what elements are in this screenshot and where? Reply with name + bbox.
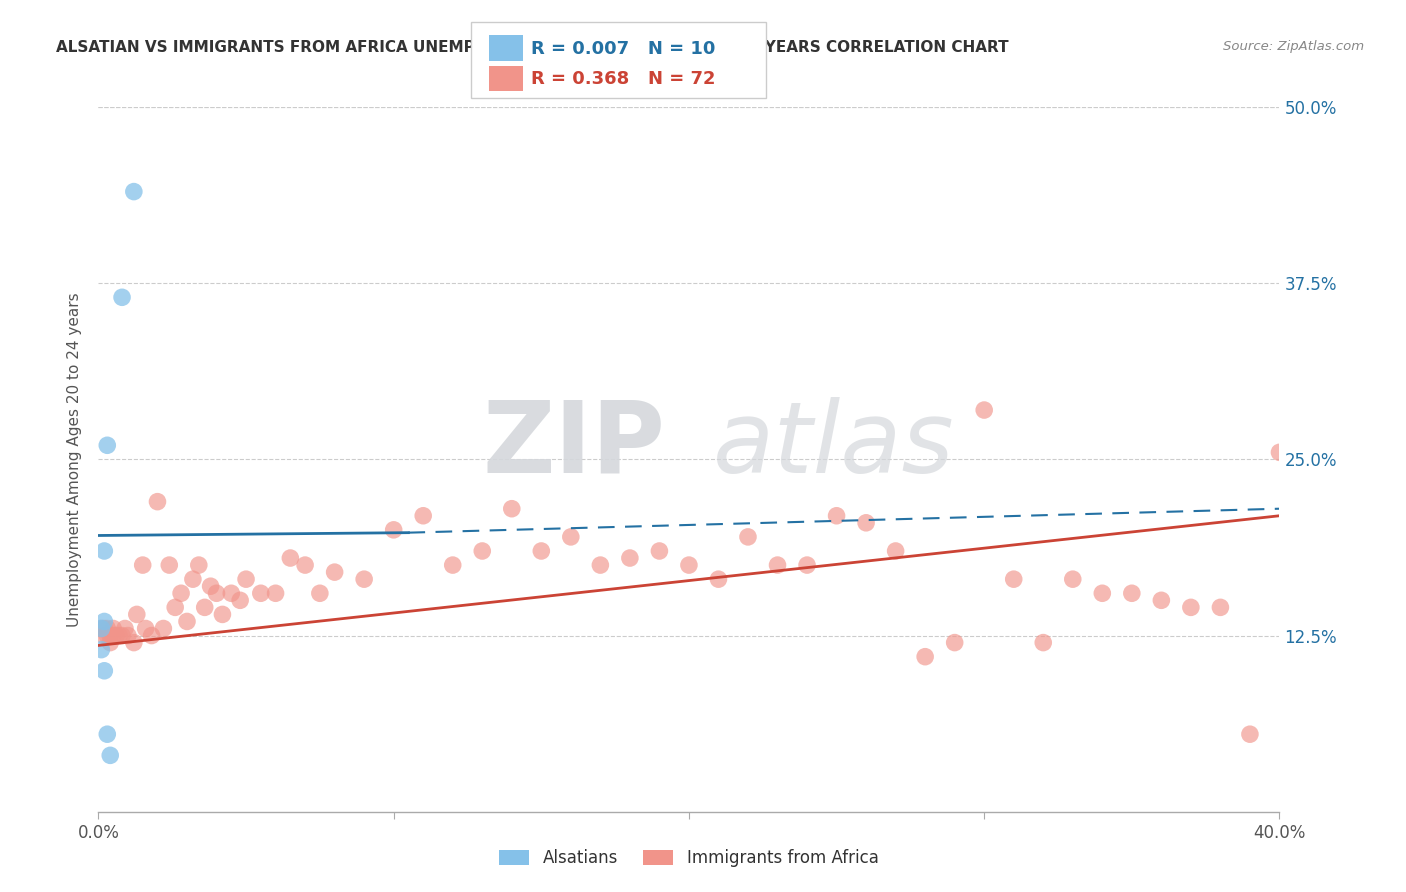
Point: [737, 530, 759, 544]
Point: [96, 727, 118, 741]
Point: [1062, 572, 1084, 586]
Point: [105, 628, 128, 642]
Point: [766, 558, 789, 573]
Text: ZIP: ZIP: [482, 397, 665, 494]
Point: [1091, 586, 1114, 600]
Point: [855, 516, 877, 530]
Point: [135, 622, 157, 636]
Point: [125, 607, 148, 622]
Point: [146, 494, 169, 508]
Point: [165, 600, 187, 615]
Point: [294, 558, 316, 573]
Point: [501, 501, 523, 516]
Point: [309, 586, 332, 600]
Text: ALSATIAN VS IMMIGRANTS FROM AFRICA UNEMPLOYMENT AMONG AGES 20 TO 24 YEARS CORREL: ALSATIAN VS IMMIGRANTS FROM AFRICA UNEMP…: [56, 40, 1010, 55]
Point: [205, 586, 228, 600]
Point: [103, 622, 125, 636]
Point: [471, 544, 494, 558]
Point: [98, 748, 121, 763]
Point: [90, 622, 112, 636]
Point: [93, 628, 115, 642]
Point: [90, 642, 112, 657]
Point: [117, 628, 139, 642]
Text: atlas: atlas: [713, 397, 955, 494]
Point: [619, 551, 641, 566]
Point: [530, 544, 553, 558]
Point: [1268, 445, 1291, 459]
Point: [141, 628, 163, 642]
Point: [648, 544, 671, 558]
Point: [382, 523, 405, 537]
Point: [943, 635, 966, 649]
Y-axis label: Unemployment Among Ages 20 to 24 years: Unemployment Among Ages 20 to 24 years: [67, 292, 83, 627]
Point: [103, 628, 125, 642]
Point: [678, 558, 700, 573]
Point: [914, 649, 936, 664]
Point: [323, 565, 346, 579]
Point: [122, 185, 145, 199]
Point: [1180, 600, 1202, 615]
Point: [98, 628, 121, 642]
Point: [235, 572, 257, 586]
Point: [353, 572, 375, 586]
Point: [211, 607, 233, 622]
Point: [1150, 593, 1173, 607]
Point: [707, 572, 730, 586]
Point: [93, 544, 115, 558]
Point: [122, 635, 145, 649]
Point: [157, 558, 180, 573]
Point: [98, 635, 121, 649]
Point: [90, 622, 112, 636]
Point: [152, 622, 174, 636]
Point: [221, 586, 243, 600]
Point: [93, 622, 115, 636]
Point: [93, 615, 115, 629]
Point: [200, 579, 222, 593]
Point: [114, 622, 136, 636]
Point: [264, 586, 287, 600]
Point: [96, 438, 118, 452]
Point: [96, 622, 118, 636]
Point: [170, 586, 193, 600]
Point: [1121, 586, 1143, 600]
Point: [412, 508, 434, 523]
Point: [96, 628, 118, 642]
Point: [1209, 600, 1232, 615]
Point: [441, 558, 464, 573]
Point: [108, 628, 131, 642]
Point: [181, 572, 204, 586]
Point: [187, 558, 209, 573]
Legend: Alsatians, Immigrants from Africa: Alsatians, Immigrants from Africa: [494, 843, 884, 874]
Text: R = 0.368   N = 72: R = 0.368 N = 72: [531, 70, 716, 88]
Point: [132, 558, 155, 573]
Point: [1239, 727, 1261, 741]
Point: [1002, 572, 1025, 586]
Point: [589, 558, 612, 573]
Point: [176, 615, 198, 629]
Text: R = 0.007   N = 10: R = 0.007 N = 10: [531, 40, 716, 58]
Text: Source: ZipAtlas.com: Source: ZipAtlas.com: [1223, 40, 1364, 54]
Point: [194, 600, 217, 615]
Point: [973, 403, 995, 417]
Point: [250, 586, 273, 600]
Point: [93, 664, 115, 678]
Point: [884, 544, 907, 558]
Point: [825, 508, 848, 523]
Point: [111, 628, 134, 642]
Point: [560, 530, 582, 544]
Point: [229, 593, 252, 607]
Point: [111, 290, 134, 304]
Point: [280, 551, 302, 566]
Point: [796, 558, 818, 573]
Point: [1032, 635, 1054, 649]
